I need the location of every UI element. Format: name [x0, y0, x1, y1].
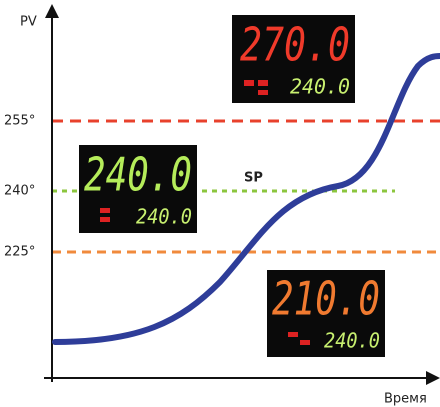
display-sp: 240.0: [136, 205, 192, 229]
display-pv: 240.0: [84, 148, 192, 202]
indicator: [244, 80, 254, 86]
display: 210.0 240.0: [267, 270, 385, 357]
y-axis-label: PV: [20, 15, 37, 30]
display: 270.0 240.0: [232, 15, 355, 103]
indicator: [100, 208, 110, 213]
display: 240.0 240.0: [79, 145, 197, 233]
display-pv: 270.0: [240, 18, 350, 72]
indicator: [258, 90, 268, 95]
indicator: [100, 217, 110, 222]
x-axis-arrow: [426, 371, 440, 385]
display-sp: 240.0: [290, 75, 350, 99]
level-label: 225°: [4, 245, 35, 260]
x-axis-label: Время: [384, 392, 427, 407]
indicator: [288, 332, 298, 337]
indicator: [258, 80, 268, 86]
level-label: 240°: [4, 184, 35, 199]
y-axis-arrow: [45, 4, 59, 18]
display-sp: 240.0: [324, 329, 380, 353]
sp-label: SP: [244, 171, 263, 186]
diagram: PV Время 255° 240° 225° SP 270.0 240.0 2…: [0, 0, 440, 407]
level-label: 255°: [4, 114, 35, 129]
display-pv: 210.0: [272, 272, 380, 326]
indicator: [300, 340, 310, 345]
